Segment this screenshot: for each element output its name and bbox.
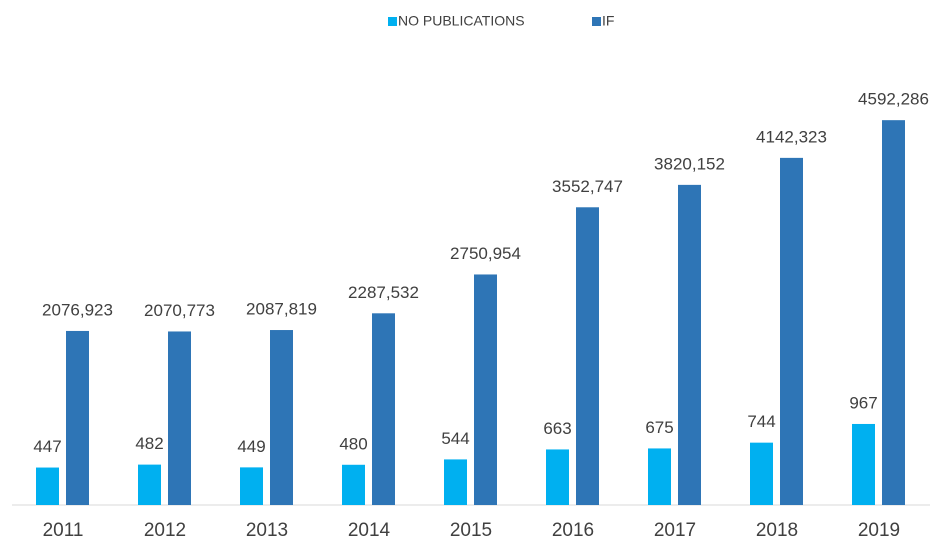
x-tick-label: 2011 [43,520,84,541]
data-label: 2070,773 [144,301,215,320]
bar [546,449,569,505]
data-label: 744 [747,412,775,431]
bar [750,442,773,505]
x-tick-label: 2014 [348,520,391,541]
bar [66,330,89,505]
bar [270,330,293,505]
x-tick-label: 2017 [654,520,696,541]
bar [372,313,395,505]
data-label: 3820,152 [654,154,725,173]
x-tick-label: 2015 [450,520,492,541]
data-label: 663 [543,419,571,438]
data-label: 2287,532 [348,283,419,302]
data-label: 449 [237,437,265,456]
data-label: 2087,819 [246,300,317,319]
bar [576,207,599,506]
bar [678,184,701,505]
bar [474,274,497,505]
data-label: 482 [135,434,163,453]
x-tick-label: 2018 [756,520,798,541]
bar [168,331,191,505]
data-label: 2750,954 [450,244,521,263]
legend-label: IF [602,13,614,29]
bar [36,467,59,505]
data-label: 480 [339,434,367,453]
legend-swatch [592,17,601,26]
data-label: 3552,747 [552,177,623,196]
bar [444,459,467,505]
data-label: 675 [645,418,673,437]
x-tick-label: 2013 [246,520,288,541]
x-tick-label: 2016 [552,520,594,541]
data-label: 4142,323 [756,127,827,146]
bar [852,423,875,505]
x-tick-label: 2012 [144,520,186,541]
data-label: 544 [441,429,469,448]
data-label: 2076,923 [42,300,113,319]
data-label: 967 [849,393,877,412]
data-label: 4592,286 [858,90,929,109]
bar [648,448,671,505]
legend-swatch [388,17,397,26]
bar [780,157,803,505]
bar [240,467,263,505]
bar [342,464,365,505]
bar [882,120,905,505]
x-tick-label: 2019 [858,520,900,541]
data-label: 447 [33,437,61,456]
legend-label: NO PUBLICATIONS [398,13,525,29]
bar [138,464,161,505]
